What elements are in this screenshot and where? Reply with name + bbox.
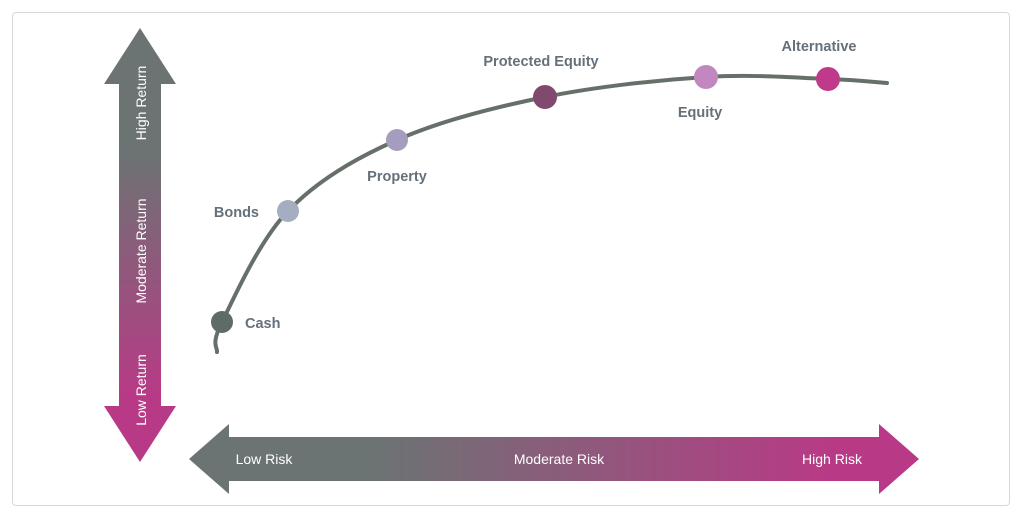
asset-label-protected-equity: Protected Equity [483, 54, 598, 70]
risk-return-curve [213, 73, 889, 354]
return-axis-label-low-return: Low Return [133, 354, 149, 426]
asset-label-property: Property [367, 169, 427, 185]
risk-axis-label-high-risk: High Risk [802, 451, 863, 467]
axis-labels-layer: Low Risk Moderate Risk High Risk High Retur… [133, 66, 863, 467]
return-axis-label-high-return: High Return [133, 66, 149, 141]
return-axis-arrow [104, 28, 176, 462]
asset-label-cash: Cash [245, 316, 280, 332]
risk-axis-arrow [189, 424, 919, 494]
chart-frame [12, 12, 1010, 506]
asset-point-protected-equity [533, 85, 557, 109]
asset-point-cash [211, 311, 233, 333]
asset-point-property [386, 129, 408, 151]
asset-points-layer: Cash Bonds Property Protected Equity Equity A… [211, 39, 856, 333]
return-axis-label-moderate-return: Moderate Return [133, 198, 149, 303]
asset-point-alternative [816, 67, 840, 91]
asset-label-bonds: Bonds [214, 205, 259, 221]
curve-layer [213, 73, 889, 354]
asset-point-bonds [277, 200, 299, 222]
asset-label-equity: Equity [678, 105, 722, 121]
asset-label-alternative: Alternative [782, 39, 857, 55]
asset-point-equity [694, 65, 718, 89]
risk-axis-label-low-risk: Low Risk [236, 451, 294, 467]
risk-axis-label-moderate-risk: Moderate Risk [514, 451, 605, 467]
